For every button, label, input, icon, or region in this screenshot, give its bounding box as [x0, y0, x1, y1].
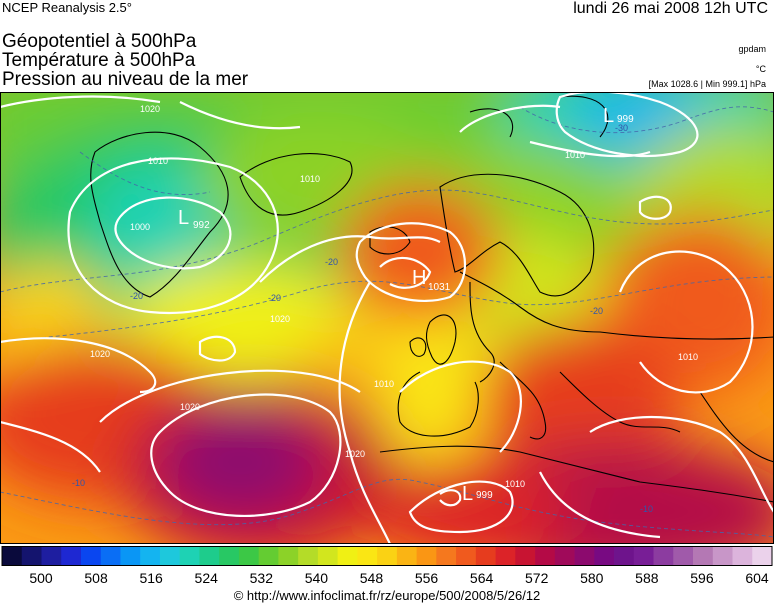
color-swatch: [100, 546, 121, 566]
source-label: NCEP Reanalysis 2.5°: [2, 0, 132, 15]
weather-map: -30 -20 -20 -10 -10 -20 -20 1000 1010 10…: [0, 92, 774, 544]
color-swatch: [317, 546, 339, 566]
temperature-label: -20: [130, 291, 143, 301]
low-symbol: L: [462, 483, 473, 505]
color-swatch: [574, 546, 595, 566]
high-pressure-center: H 1031: [412, 267, 451, 293]
scale-tick-label: 580: [580, 570, 604, 586]
scale-tick-label: 500: [29, 570, 53, 586]
color-swatch: [416, 546, 437, 566]
color-swatch: [337, 546, 358, 566]
color-swatch: [495, 546, 516, 566]
color-swatch: [693, 546, 714, 566]
color-swatch: [140, 546, 161, 566]
low-symbol: L: [178, 207, 189, 229]
scale-tick-label: 524: [194, 570, 218, 586]
color-swatch: [633, 546, 654, 566]
scale-tick-label: 572: [525, 570, 549, 586]
isobar-label: 1010: [505, 479, 525, 489]
low-pressure-center: L 999: [603, 105, 634, 127]
color-scale-bar: [1, 546, 773, 566]
unit-pressure-range: [Max 1028.6 | Min 999.1] hPa: [648, 79, 766, 89]
color-swatch: [554, 546, 575, 566]
scale-tick-label: 588: [635, 570, 659, 586]
color-swatch: [159, 546, 181, 566]
color-swatch: [179, 546, 200, 566]
isobar-label: 1020: [140, 104, 160, 114]
color-swatch: [475, 546, 496, 566]
color-swatch: [80, 546, 102, 566]
color-swatch: [377, 546, 398, 566]
color-swatch: [456, 546, 477, 566]
isobar-label: 1010: [374, 379, 394, 389]
color-swatch: [436, 546, 457, 566]
high-value: 1031: [428, 282, 451, 293]
color-swatch: [238, 546, 260, 566]
isobar-label: 1020: [270, 314, 290, 324]
unit-gpdam: gpdam: [738, 44, 766, 54]
color-scale-border: [1, 546, 773, 566]
isobar-label: 1020: [180, 402, 200, 412]
low-value: 999: [617, 114, 634, 125]
color-scale-ticks: 500 508 516 524 532 540 548 556 564 572 …: [0, 570, 774, 588]
low-value: 992: [193, 220, 210, 231]
color-swatch: [594, 546, 615, 566]
scale-tick-label: 548: [359, 570, 384, 586]
temperature-label: -20: [268, 293, 281, 303]
color-swatch: [614, 546, 635, 566]
title-geopotential: Géopotentiel à 500hPa: [2, 31, 197, 52]
scale-tick-label: 564: [469, 570, 494, 586]
isobar-label: 1010: [148, 156, 168, 166]
color-swatch: [219, 546, 240, 566]
temperature-label: -20: [590, 306, 603, 316]
color-swatch: [396, 546, 418, 566]
isobar-label: 1000: [130, 222, 150, 232]
color-swatch: [673, 546, 694, 566]
low-value: 999: [476, 490, 493, 501]
color-swatch: [732, 546, 753, 566]
isobar-label: 1010: [300, 174, 320, 184]
color-swatch: [357, 546, 378, 566]
isobar-label: 1020: [90, 349, 110, 359]
temperature-label: -30: [615, 123, 628, 133]
color-swatch: [515, 546, 536, 566]
color-swatch: [653, 546, 674, 566]
temperature-label: -10: [640, 504, 653, 514]
high-symbol: H: [412, 267, 426, 289]
isobar-label: 1010: [565, 150, 585, 160]
scale-tick-label: 532: [249, 570, 273, 586]
unit-celsius: °C: [755, 64, 766, 74]
isobar-label: 1020: [345, 449, 365, 459]
scale-tick-label: 596: [690, 570, 714, 586]
color-swatch: [2, 546, 23, 566]
low-symbol: L: [603, 105, 614, 127]
footer-url: © http://www.infoclimat.fr/rz/europe/500…: [233, 588, 541, 603]
color-swatch: [61, 546, 82, 566]
scale-tick-label: 556: [414, 570, 439, 586]
color-swatch: [199, 546, 220, 566]
color-swatch: [712, 546, 733, 566]
color-swatch: [298, 546, 319, 566]
temperature-label: -10: [72, 478, 85, 488]
color-swatch: [120, 546, 141, 566]
scale-tick-label: 508: [84, 570, 108, 586]
color-swatch: [752, 546, 773, 566]
color-swatch: [41, 546, 62, 566]
scale-tick-label: 516: [139, 570, 163, 586]
title-temperature: Température à 500hPa: [2, 50, 196, 71]
color-swatch: [278, 546, 299, 566]
color-swatch: [535, 546, 556, 566]
color-swatch: [258, 546, 279, 566]
date-label: lundi 26 mai 2008 12h UTC: [573, 0, 768, 17]
temperature-label: -20: [325, 257, 338, 267]
scale-tick-label: 604: [745, 570, 769, 586]
title-pressure: Pression au niveau de la mer: [2, 69, 249, 90]
color-swatch: [21, 546, 42, 566]
isobar-label: 1010: [678, 352, 698, 362]
low-pressure-center: L 992: [178, 207, 210, 231]
low-pressure-center: L 999: [462, 483, 493, 505]
scale-tick-label: 540: [304, 570, 329, 586]
